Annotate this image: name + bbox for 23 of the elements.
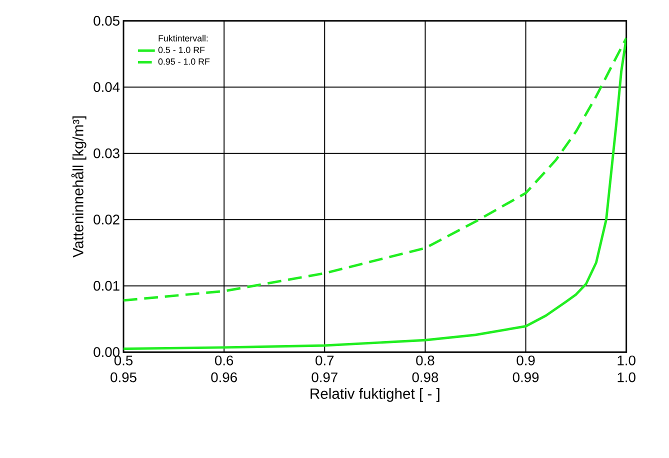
y-tick-label: 0.05: [94, 16, 120, 26]
y-tick-label: 0.02: [94, 214, 120, 224]
legend-label: 0.95 - 1.0 RF: [158, 58, 210, 65]
x-tick-label: 0.7: [316, 355, 334, 366]
x-tick-label: 1.0: [618, 355, 636, 366]
x-tick-label: 0.6: [215, 355, 234, 366]
x-axis-title: Relativ fuktighet [ - ]: [310, 388, 440, 402]
y-tick-label: 0.03: [94, 148, 120, 158]
legend-label: 0.5 - 1.0 RF: [158, 46, 205, 53]
x2-tick-label: 0.98: [412, 372, 438, 382]
x-tick-label: 0.5: [114, 355, 133, 366]
x2-tick-label: 0.99: [512, 372, 539, 382]
x-tick-label: 0.9: [516, 355, 535, 366]
y-tick-label: 0.04: [94, 82, 120, 92]
x2-tick-label: 0.97: [312, 372, 338, 382]
x-tick-label: 0.8: [416, 355, 434, 366]
y-tick-label: 0.01: [94, 280, 120, 291]
x2-tick-label: 0.95: [110, 372, 136, 382]
y-tick-label: 0.00: [94, 347, 120, 357]
y-axis-title: Vatteninnehåll [kg/m³]: [71, 116, 86, 258]
x2-tick-label: 0.96: [211, 372, 237, 382]
legend-title: Fuktintervall:: [158, 34, 208, 42]
x2-tick-label: 1.0: [618, 372, 636, 382]
